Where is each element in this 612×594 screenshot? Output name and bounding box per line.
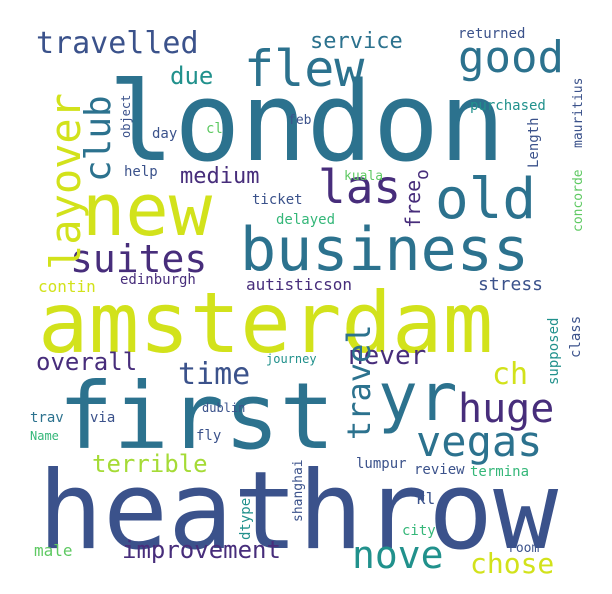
word-termina: termina <box>470 464 529 480</box>
word-object: object <box>119 95 133 138</box>
word-name: Name <box>30 429 59 443</box>
word-city: city <box>402 523 436 539</box>
word-returned: returned <box>458 26 525 42</box>
word-o: o <box>412 169 433 180</box>
word-due: due <box>170 62 213 90</box>
word-fly: fly <box>196 428 221 444</box>
word-delayed: delayed <box>276 212 335 228</box>
word-male: male <box>34 541 73 560</box>
word-kuala: kuala <box>344 169 383 184</box>
word-cl: cl <box>206 121 223 137</box>
word-business: business <box>240 215 529 285</box>
word-free: free <box>401 180 425 228</box>
word-new: new <box>82 168 213 252</box>
word-chose: chose <box>470 547 554 580</box>
word-ch: ch <box>492 357 528 392</box>
word-flew: flew <box>244 40 365 98</box>
word-vegas: vegas <box>416 417 542 466</box>
word-travel: travel <box>340 324 378 440</box>
word-dublin: dublin <box>202 401 245 415</box>
word-yr: yr <box>378 359 457 436</box>
word-day: day <box>152 126 177 142</box>
word-supposed: supposed <box>546 318 562 385</box>
word-journey: journey <box>266 352 317 366</box>
word-service: service <box>310 29 403 54</box>
word-contin: contin <box>38 277 96 296</box>
word-medium: medium <box>180 164 259 189</box>
word-feb: feb <box>288 113 312 128</box>
word-concorde: concorde <box>571 169 586 232</box>
word-layover: layover <box>41 93 90 270</box>
word-lumpur: lumpur <box>356 456 407 472</box>
word-kl: kl <box>416 489 435 508</box>
word-autisticson: autisticson <box>246 275 352 294</box>
word-nove: nove <box>352 533 444 577</box>
word-amsterdam: amsterdam <box>38 274 493 372</box>
word-huge: huge <box>458 386 554 432</box>
word-suites: suites <box>70 237 207 281</box>
word-good: good <box>458 32 564 83</box>
word-heathrow: heathrow <box>38 449 559 574</box>
word-layer: heathrow amsterdam london first new business y… <box>30 26 586 580</box>
word-review: review <box>414 462 465 478</box>
word-edinburgh: edinburgh <box>120 272 196 288</box>
word-mauritius: mauritius <box>571 78 586 148</box>
word-dtype: dtype <box>238 498 254 540</box>
word-overall: overall <box>36 348 137 376</box>
word-las: las <box>318 160 401 214</box>
word-time: time <box>178 357 250 392</box>
word-club: club <box>78 95 119 182</box>
word-london: london <box>108 58 505 186</box>
word-old: old <box>435 167 536 232</box>
word-ticket: ticket <box>252 192 303 208</box>
word-first: first <box>58 363 335 470</box>
word-help: help <box>124 164 158 180</box>
word-never: never <box>348 341 426 371</box>
word-length: Length <box>526 117 542 168</box>
word-travelled: travelled <box>36 26 199 61</box>
word-purchased: purchased <box>470 98 546 114</box>
word-shanghai: shanghai <box>291 459 306 522</box>
word-trav: trav <box>30 410 64 426</box>
word-terrible: terrible <box>92 450 208 478</box>
word-via: via <box>90 410 115 426</box>
word-stress: stress <box>478 274 543 295</box>
word-class: class <box>568 316 584 358</box>
word-improvement: improvement <box>122 536 281 564</box>
word-room: room <box>508 541 539 556</box>
